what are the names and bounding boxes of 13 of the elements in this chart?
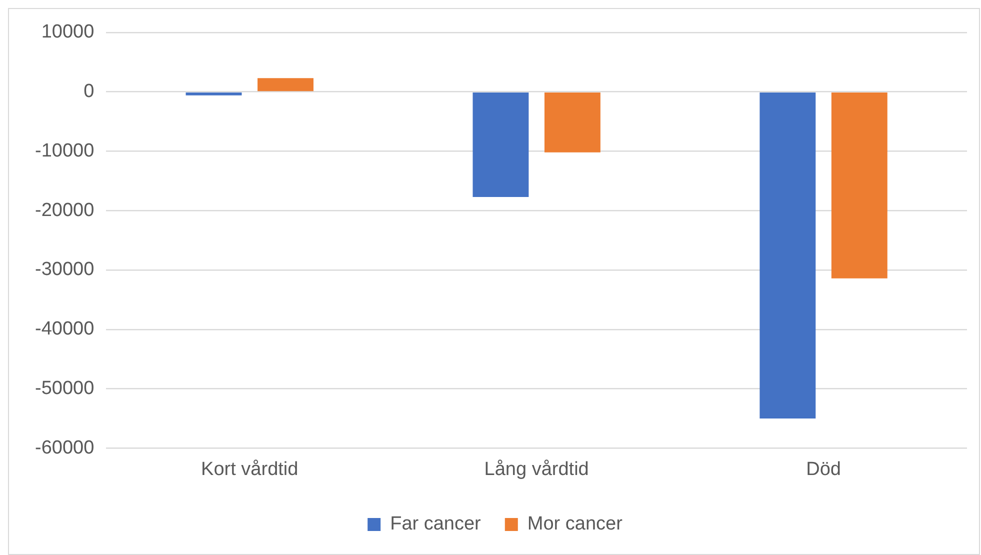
y-tick-label: -60000 [34, 437, 94, 458]
y-tick-label: -50000 [34, 378, 94, 400]
y-tick-label: 0 [84, 81, 94, 102]
y-tick-label: -10000 [34, 140, 94, 162]
x-tick-label: Död [806, 458, 841, 480]
x-tick-label: Lång vårdtid [484, 458, 589, 480]
y-tick-label: -30000 [34, 259, 94, 280]
x-tick-label: Kort vårdtid [201, 458, 298, 480]
y-tick-label: -20000 [34, 200, 94, 221]
y-tick-label: 10000 [41, 22, 94, 43]
legend-label: Far cancer [390, 514, 482, 535]
legend-label: Mor cancer [527, 514, 624, 535]
y-tick-label: -40000 [34, 318, 94, 340]
